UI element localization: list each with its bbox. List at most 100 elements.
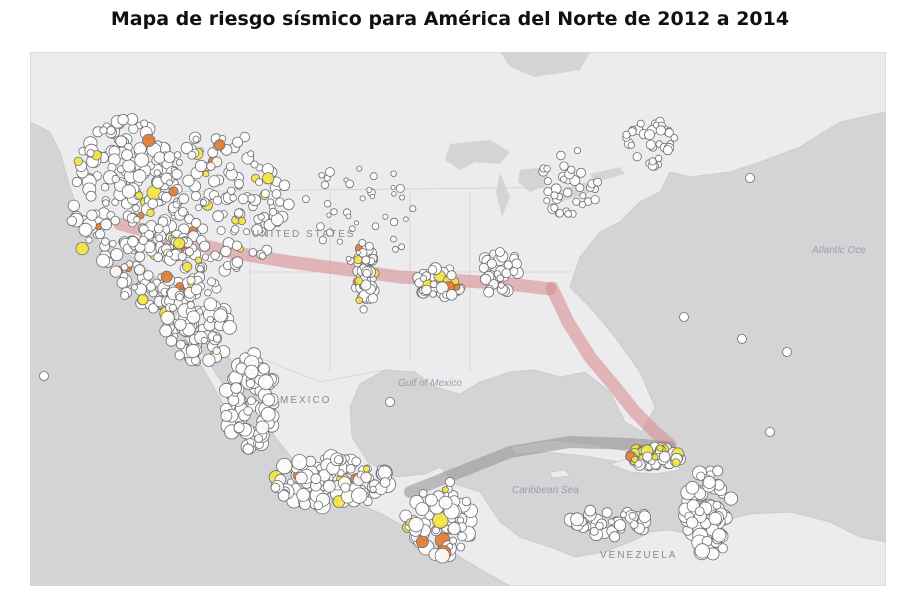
earthquake-marker[interactable]: [556, 150, 566, 161]
earthquake-marker[interactable]: [333, 455, 344, 465]
earthquake-marker[interactable]: [275, 197, 285, 207]
earthquake-marker[interactable]: [173, 237, 186, 250]
earthquake-marker[interactable]: [227, 186, 236, 196]
earthquake-marker[interactable]: [645, 139, 656, 150]
earthquake-marker[interactable]: [632, 152, 642, 162]
earthquake-marker[interactable]: [117, 113, 129, 126]
earthquake-marker[interactable]: [620, 511, 627, 519]
earthquake-marker[interactable]: [354, 276, 363, 285]
earthquake-marker[interactable]: [230, 382, 242, 394]
earthquake-marker[interactable]: [353, 220, 359, 226]
earthquake-marker[interactable]: [330, 208, 338, 216]
earthquake-marker[interactable]: [100, 182, 110, 192]
earthquake-marker[interactable]: [138, 235, 149, 246]
earthquake-marker[interactable]: [212, 195, 222, 205]
earthquake-marker[interactable]: [712, 528, 727, 543]
earthquake-marker[interactable]: [415, 502, 430, 516]
earthquake-marker[interactable]: [175, 293, 184, 302]
earthquake-marker[interactable]: [578, 201, 587, 209]
earthquake-marker[interactable]: [712, 500, 722, 510]
earthquake-marker[interactable]: [323, 199, 332, 208]
earthquake-marker[interactable]: [717, 543, 728, 554]
earthquake-marker[interactable]: [382, 213, 389, 220]
earthquake-marker[interactable]: [379, 477, 391, 488]
earthquake-marker[interactable]: [638, 510, 651, 523]
earthquake-marker[interactable]: [107, 162, 117, 172]
earthquake-marker[interactable]: [234, 178, 244, 189]
map-canvas[interactable]: UNITED STATES MEXICO Gulf of Mexico Cari…: [30, 52, 886, 586]
earthquake-marker[interactable]: [194, 159, 208, 173]
earthquake-marker[interactable]: [503, 260, 513, 270]
earthquake-marker[interactable]: [255, 178, 264, 187]
earthquake-marker[interactable]: [95, 229, 106, 240]
earthquake-marker[interactable]: [206, 161, 216, 171]
earthquake-marker[interactable]: [160, 270, 173, 283]
earthquake-marker[interactable]: [102, 199, 110, 207]
earthquake-marker[interactable]: [355, 296, 363, 304]
earthquake-marker[interactable]: [161, 191, 172, 203]
earthquake-marker[interactable]: [658, 450, 671, 463]
earthquake-marker[interactable]: [353, 255, 363, 265]
earthquake-marker[interactable]: [296, 487, 311, 502]
earthquake-marker[interactable]: [589, 526, 599, 536]
earthquake-marker[interactable]: [109, 239, 117, 248]
earthquake-marker[interactable]: [685, 480, 700, 495]
earthquake-marker[interactable]: [360, 279, 372, 291]
earthquake-marker[interactable]: [177, 251, 187, 261]
earthquake-marker[interactable]: [176, 339, 186, 350]
earthquake-marker[interactable]: [447, 522, 461, 535]
earthquake-marker[interactable]: [282, 198, 295, 211]
earthquake-marker[interactable]: [441, 486, 449, 494]
earthquake-marker[interactable]: [86, 209, 98, 221]
earthquake-marker[interactable]: [146, 282, 156, 292]
earthquake-marker[interactable]: [584, 504, 596, 517]
earthquake-marker[interactable]: [106, 125, 116, 136]
earthquake-marker[interactable]: [171, 168, 183, 180]
earthquake-marker[interactable]: [120, 263, 129, 271]
earthquake-marker[interactable]: [457, 531, 467, 542]
earthquake-marker[interactable]: [86, 149, 95, 158]
earthquake-marker[interactable]: [204, 288, 212, 297]
earthquake-marker[interactable]: [322, 479, 336, 493]
earthquake-marker[interactable]: [371, 222, 380, 231]
earthquake-marker[interactable]: [191, 217, 202, 229]
earthquake-marker[interactable]: [67, 199, 80, 212]
earthquake-marker[interactable]: [572, 197, 581, 206]
earthquake-marker[interactable]: [301, 195, 310, 204]
earthquake-marker[interactable]: [579, 192, 587, 200]
earthquake-marker[interactable]: [390, 235, 397, 243]
earthquake-marker[interactable]: [622, 130, 631, 139]
earthquake-marker[interactable]: [78, 222, 93, 237]
earthquake-marker[interactable]: [345, 179, 355, 189]
earthquake-marker[interactable]: [782, 347, 792, 357]
earthquake-marker[interactable]: [595, 521, 604, 531]
earthquake-marker[interactable]: [132, 204, 140, 212]
earthquake-marker[interactable]: [182, 174, 195, 187]
earthquake-marker[interactable]: [570, 512, 584, 527]
earthquake-marker[interactable]: [99, 126, 108, 135]
earthquake-marker[interactable]: [213, 308, 228, 323]
earthquake-marker[interactable]: [446, 289, 458, 301]
earthquake-marker[interactable]: [576, 167, 587, 178]
earthquake-marker[interactable]: [655, 125, 666, 136]
earthquake-marker[interactable]: [559, 161, 569, 171]
earthquake-marker[interactable]: [318, 236, 327, 245]
earthquake-marker[interactable]: [121, 184, 137, 199]
earthquake-marker[interactable]: [390, 185, 396, 191]
earthquake-marker[interactable]: [486, 258, 497, 269]
earthquake-marker[interactable]: [247, 194, 256, 203]
earthquake-marker[interactable]: [257, 213, 265, 221]
earthquake-marker[interactable]: [146, 208, 155, 217]
earthquake-marker[interactable]: [85, 236, 93, 244]
earthquake-marker[interactable]: [628, 511, 637, 520]
earthquake-marker[interactable]: [679, 312, 689, 322]
earthquake-marker[interactable]: [128, 123, 139, 134]
earthquake-marker[interactable]: [186, 275, 196, 285]
earthquake-marker[interactable]: [369, 172, 378, 181]
earthquake-marker[interactable]: [192, 135, 200, 143]
earthquake-marker[interactable]: [461, 496, 472, 507]
earthquake-marker[interactable]: [75, 242, 89, 256]
earthquake-marker[interactable]: [243, 228, 251, 236]
earthquake-marker[interactable]: [242, 443, 254, 455]
earthquake-marker[interactable]: [260, 406, 276, 422]
